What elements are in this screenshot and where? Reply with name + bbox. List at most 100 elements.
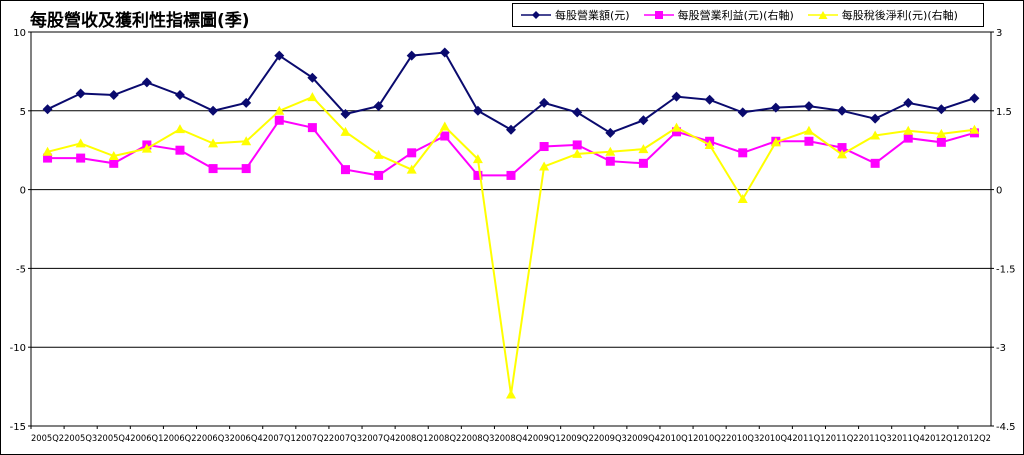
data-point [174,90,185,101]
legend-label-net-income: 每股稅後淨利(元)(右軸) [841,9,958,22]
x-tick-label: 2008Q2 [428,434,461,444]
legend-label-revenue: 每股營業額(元) [555,9,630,22]
x-tick-label: 2010Q4 [759,434,792,444]
y-left-tick-label: -15 [10,422,26,433]
data-point [175,145,185,155]
data-point [109,158,119,168]
data-point [439,121,450,131]
x-tick-label: 2009Q1 [528,434,561,444]
data-point [704,139,715,149]
data-point [274,115,284,125]
data-point [506,170,516,180]
data-point [42,146,53,156]
legend-swatch-operating-profit [643,11,674,19]
data-point [406,50,417,61]
data-point [208,138,219,148]
x-tick-label: 2008Q3 [461,434,494,444]
x-tick-label: 2006Q4 [230,434,263,444]
y-left-tick-label: 0 [20,186,26,197]
x-tick-label: 2006Q3 [197,434,230,444]
x-tick-label: 2007Q4 [362,434,395,444]
data-point [572,140,582,150]
data-point [837,105,848,116]
data-point [208,105,219,116]
data-point [208,164,218,174]
y-right-tick-label: 3 [996,28,1002,39]
data-point [75,88,86,99]
data-point [506,389,516,399]
y-left-tick-label: 5 [20,107,26,118]
data-point [671,122,682,132]
data-point [241,164,251,174]
data-point [638,115,649,126]
y-right-tick-label: -3 [996,343,1006,354]
data-point [274,105,285,115]
y-left-tick-label: -5 [16,264,26,275]
series-line-0 [47,51,975,135]
data-point [307,72,318,83]
data-point [605,156,615,166]
data-point [605,146,616,156]
x-tick-label: 2011Q1 [792,434,825,444]
x-tick-label: 2006Q1 [130,434,163,444]
data-point [936,104,947,115]
data-point [340,165,350,175]
data-point [572,107,583,118]
series-line-2 [47,95,975,395]
data-point [837,149,848,159]
x-tick-label: 2011Q3 [859,434,892,444]
data-point [472,154,483,164]
data-point [870,158,880,168]
data-point [473,170,483,180]
legend-swatch-revenue [521,11,551,19]
data-point [108,150,119,160]
x-tick-label: 2011Q4 [892,434,925,444]
x-tick-label: 2007Q2 [296,434,329,444]
data-point [440,131,450,141]
x-tick-label: 2005Q2 [31,434,64,444]
legend-item-net-income: 每股稅後淨利(元)(右軸) [807,7,958,23]
data-point [804,136,814,146]
data-point [770,137,781,147]
y-right-tick-label: 0 [996,186,1002,197]
data-point [737,107,748,118]
data-point [672,127,682,137]
data-point [704,94,715,105]
data-point [274,50,285,61]
data-point [141,77,152,88]
legend-item-operating-profit: 每股營業利益(元)(右軸) [643,7,794,23]
data-point [539,97,550,108]
x-tick-label: 2012Q2 [958,434,991,444]
data-point [174,124,185,134]
x-tick-label: 2007Q3 [329,434,362,444]
data-point [407,148,417,158]
data-point [903,97,914,108]
chart-legend: 每股營業額(元) 每股營業利益(元)(右軸) 每股稅後淨利(元)(右軸) [512,3,984,27]
x-tick-label: 2009Q4 [627,434,660,444]
data-point [671,91,682,102]
data-point [373,149,384,159]
data-point [42,104,53,115]
data-point [638,158,648,168]
data-point [241,136,252,146]
data-point [75,138,86,148]
y-left-tick-label: 10 [13,28,26,39]
data-point [770,102,781,113]
data-point [340,126,351,136]
data-point [43,153,53,163]
data-point [969,93,980,104]
data-point [506,124,516,135]
data-point [241,97,252,108]
data-point [936,128,947,138]
data-point [870,130,881,140]
data-point [539,161,550,171]
x-tick-label: 2012Q1 [925,434,958,444]
x-tick-label: 2007Q1 [263,434,296,444]
data-point [936,137,946,147]
x-tick-label: 2011Q2 [825,434,858,444]
legend-label-operating-profit: 每股營業利益(元)(右軸) [677,9,794,22]
data-point [903,125,914,135]
x-tick-label: 2009Q2 [561,434,594,444]
